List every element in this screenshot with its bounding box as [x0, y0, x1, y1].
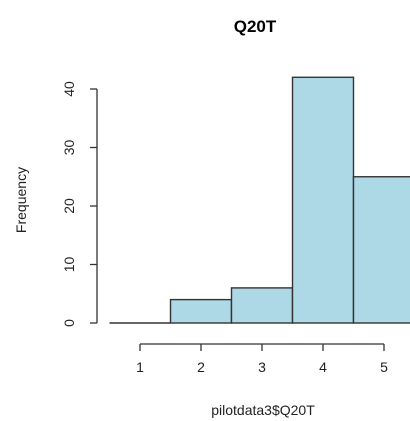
x-tick-label-1: 1: [136, 359, 144, 375]
x-axis: 1 2 3 4 5: [136, 343, 388, 375]
y-tick-label-0: 0: [61, 319, 77, 327]
y-tick-label-20: 20: [61, 198, 77, 214]
bar-5: [352, 176, 410, 324]
y-axis-label: Frequency: [13, 167, 29, 233]
y-tick-label-40: 40: [61, 81, 77, 97]
y-axis: 0 10 20 30 40: [61, 81, 98, 327]
bar-4: [291, 76, 355, 324]
x-tick-label-3: 3: [258, 359, 266, 375]
bar-3: [230, 287, 294, 324]
y-tick-label-10: 10: [61, 257, 77, 273]
bar-2: [169, 298, 233, 324]
x-tick-label-2: 2: [197, 359, 205, 375]
y-tick-label-30: 30: [61, 140, 77, 156]
x-tick-label-4: 4: [319, 359, 327, 375]
x-axis-label: pilotdata3$Q20T: [211, 402, 315, 418]
chart-title: Q20T: [234, 17, 277, 36]
x-tick-label-5: 5: [380, 359, 388, 375]
bars-group: [109, 76, 410, 324]
